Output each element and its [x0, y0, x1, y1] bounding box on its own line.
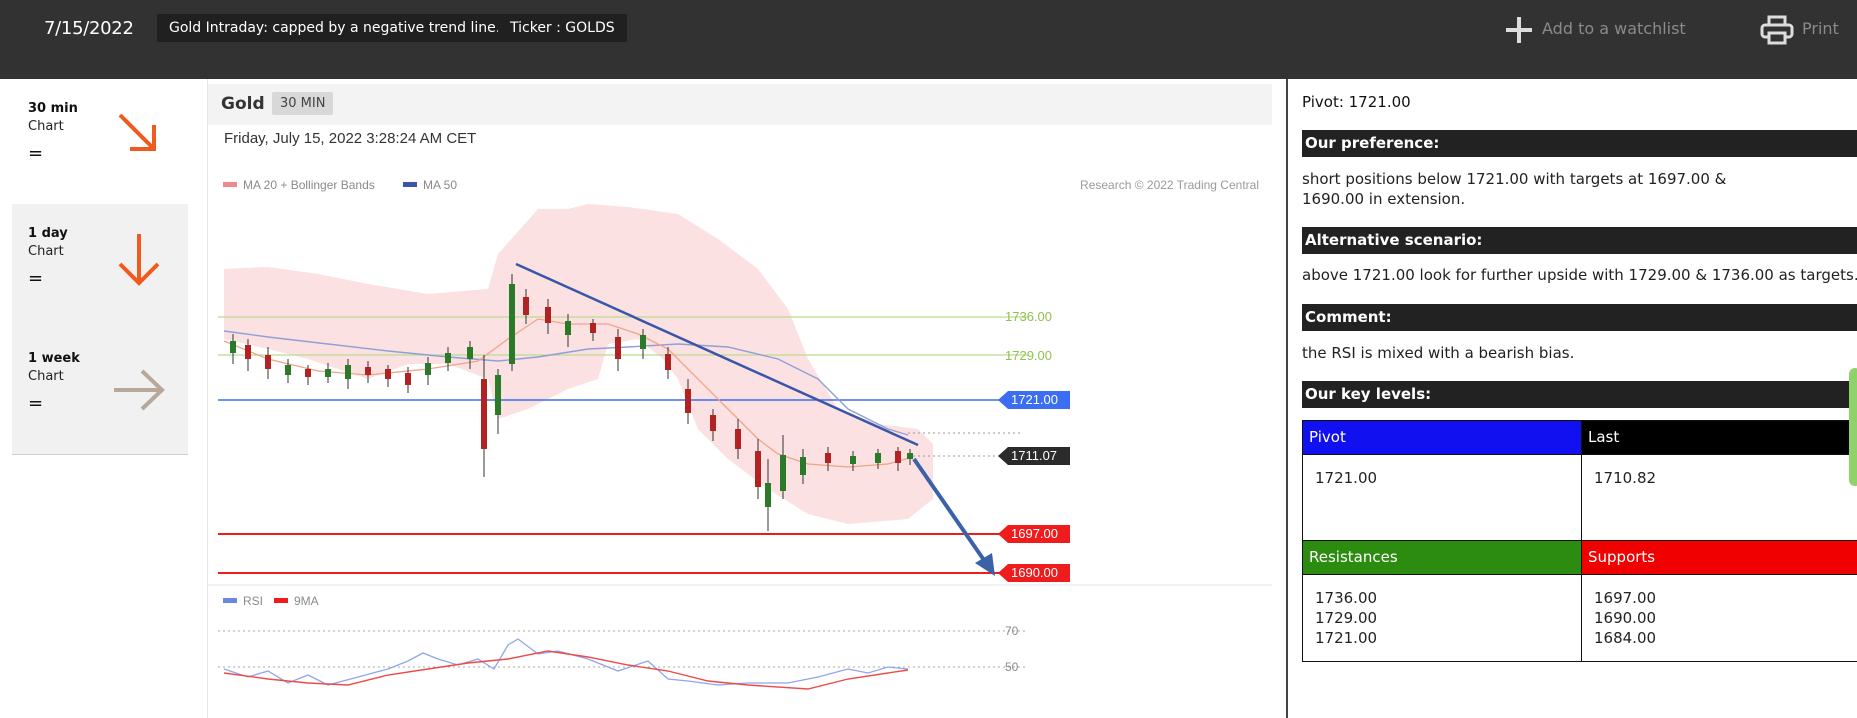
right-arrow-icon	[114, 369, 165, 411]
feedback-side-tab[interactable]	[1849, 368, 1857, 486]
support-tag-1690	[998, 564, 1070, 582]
comment-text: the RSI is mixed with a bearish bias.	[1302, 344, 1575, 362]
plus-icon	[1506, 16, 1532, 43]
timeframe-period: 30 min	[28, 101, 78, 116]
price-chart: Friday, July 15, 2022 3:28:24 AM CET MA …	[208, 130, 1272, 690]
support-value: 1697.00	[1594, 589, 1657, 607]
timeframe-1day[interactable]: 1 day Chart =	[12, 204, 188, 330]
report-date: 7/15/2022	[44, 18, 134, 39]
rsi-9ma-line	[223, 650, 909, 690]
pivot-price-label: 1721.00	[1011, 392, 1058, 407]
report-title-badge: Gold Intraday: capped by a negative tren…	[157, 14, 513, 42]
support-tag-1697	[998, 525, 1070, 543]
rsi-line	[223, 638, 909, 686]
timeframe-panel: 30 min Chart = 1 day Chart = 1 week Char…	[12, 79, 188, 718]
timeframe-status: =	[28, 143, 44, 164]
timeframe-label: Chart	[28, 369, 64, 384]
timeframe-status: =	[28, 393, 44, 414]
chart-copyright: Research © 2022 Trading Central	[1080, 178, 1259, 192]
legend-ma50: MA 50	[423, 178, 457, 192]
chart-header: Gold 30 MIN	[208, 84, 1272, 125]
down-arrow-icon	[118, 234, 160, 286]
support-label-1697: 1697.00	[1011, 526, 1058, 541]
analysis-panel: Pivot: 1721.00 Our preference: short pos…	[1302, 79, 1857, 718]
legend-swatch-9ma	[274, 598, 288, 603]
legend-swatch-ma20	[223, 182, 237, 187]
key-levels-heading: Our key levels:	[1302, 381, 1857, 408]
rsi-level-50: 50	[1005, 660, 1019, 674]
projection-arrow-line	[912, 457, 988, 565]
last-price-tag	[998, 447, 1070, 465]
timeframe-period: 1 day	[28, 226, 68, 241]
resistance-value: 1729.00	[1315, 609, 1378, 627]
pivot-value: 1721.00	[1302, 454, 1582, 541]
last-value: 1710.82	[1581, 454, 1857, 541]
candlesticks	[230, 274, 913, 531]
down-right-arrow-icon	[118, 113, 156, 151]
print-label: Print	[1802, 19, 1839, 38]
timeframe-status: =	[28, 268, 44, 289]
pivot-header: Pivot	[1302, 420, 1582, 455]
add-to-watchlist-button[interactable]: Add to a watchlist	[1504, 14, 1686, 44]
last-price-label: 1711.07	[1011, 448, 1057, 463]
level-label-1729: 1729.00	[1005, 348, 1052, 363]
add-to-watchlist-label: Add to a watchlist	[1542, 19, 1686, 38]
level-label-1736: 1736.00	[1005, 309, 1052, 324]
resistances-header: Resistances	[1302, 540, 1582, 575]
chart-symbol: Gold	[221, 94, 265, 114]
top-bar: 7/15/2022 Gold Intraday: capped by a neg…	[0, 0, 1857, 79]
legend-ma20: MA 20 + Bollinger Bands	[243, 178, 375, 192]
chart-panel: Gold 30 MIN Friday, July 15, 2022 3:28:2…	[207, 79, 1272, 718]
bollinger-band-area	[224, 204, 933, 524]
legend-swatch-rsi	[223, 598, 237, 603]
timeframe-1week[interactable]: 1 week Chart =	[12, 329, 188, 455]
print-button[interactable]: Print	[1760, 14, 1839, 44]
legend-9ma: 9MA	[294, 594, 319, 608]
support-label-1690: 1690.00	[1011, 565, 1058, 580]
alternative-heading: Alternative scenario:	[1302, 227, 1857, 254]
printer-icon	[1760, 15, 1794, 44]
resistances-values: 1736.00 1729.00 1721.00	[1302, 574, 1582, 662]
resistance-value: 1736.00	[1315, 589, 1378, 607]
timeframe-period: 1 week	[28, 351, 80, 366]
rsi-level-70: 70	[1005, 624, 1019, 638]
last-header: Last	[1581, 420, 1857, 455]
chart-timeframe-badge[interactable]: 30 MIN	[272, 92, 334, 115]
preference-heading: Our preference:	[1302, 130, 1857, 157]
legend-swatch-ma50	[403, 182, 417, 187]
chart-timestamp: Friday, July 15, 2022 3:28:24 AM CET	[224, 130, 476, 147]
support-value: 1684.00	[1594, 629, 1657, 647]
alternative-text: above 1721.00 look for further upside wi…	[1302, 266, 1857, 284]
timeframe-30min[interactable]: 30 min Chart =	[12, 79, 188, 205]
panel-divider	[1286, 79, 1288, 718]
legend-rsi: RSI	[243, 594, 263, 608]
resistance-value: 1721.00	[1315, 629, 1378, 647]
projection-arrow-head	[975, 553, 995, 576]
timeframe-label: Chart	[28, 119, 64, 134]
resistance-trend-line	[515, 262, 919, 447]
pivot-price-tag	[998, 391, 1070, 409]
support-value: 1690.00	[1594, 609, 1657, 627]
ticker-badge: Ticker : GOLDS	[498, 14, 627, 42]
timeframe-label: Chart	[28, 244, 64, 259]
pivot-text: Pivot: 1721.00	[1302, 93, 1411, 111]
ma50-line	[223, 330, 909, 436]
supports-header: Supports	[1581, 540, 1857, 575]
comment-heading: Comment:	[1302, 304, 1857, 331]
preference-text: short positions below 1721.00 with targe…	[1302, 170, 1727, 208]
supports-values: 1697.00 1690.00 1684.00	[1581, 574, 1857, 662]
